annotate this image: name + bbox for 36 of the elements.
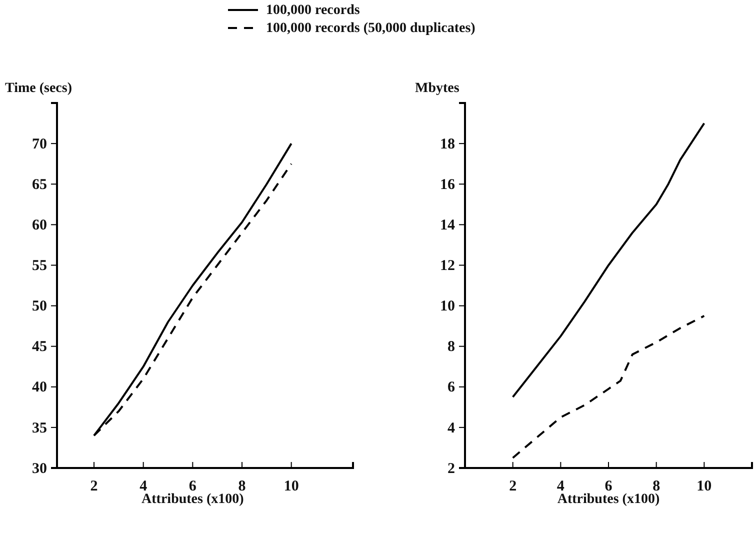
y-tick-label: 2	[448, 460, 455, 477]
y-tick-label: 35	[32, 420, 47, 436]
legend-label: 100,000 records (50,000 duplicates)	[266, 21, 476, 36]
x-axis-title: Attributes (x100)	[557, 492, 660, 507]
x-axis-title: Attributes (x100)	[142, 492, 244, 507]
x-tick-label: 8	[652, 478, 660, 495]
x-tick-label: 8	[238, 478, 246, 495]
y-tick-label: 10	[440, 298, 455, 315]
y-tick-label: 30	[32, 460, 47, 477]
y-tick-label: 60	[32, 217, 47, 234]
y-tick-label: 40	[32, 380, 47, 396]
y-tick-label: 14	[440, 217, 456, 234]
y-tick-label: 16	[440, 176, 456, 193]
x-tick-label: 6	[604, 478, 613, 495]
y-axis-title: Time (secs)	[5, 81, 72, 96]
y-axis-title: Mbytes	[415, 81, 460, 96]
x-tick-label: 2	[90, 478, 98, 495]
y-tick-label: 70	[32, 136, 47, 152]
y-tick-label: 55	[32, 258, 47, 274]
legend-label: 100,000 records	[266, 3, 360, 18]
y-tick-label: 12	[440, 258, 455, 274]
line-series	[512, 314, 706, 459]
line-series	[512, 122, 706, 398]
y-tick-label: 45	[32, 339, 47, 356]
x-tick-label: 6	[188, 478, 197, 495]
y-tick-label: 18	[440, 136, 455, 152]
y-tick-label: 50	[32, 298, 47, 315]
x-tick-label: 10	[284, 478, 299, 495]
y-tick-label: 65	[32, 176, 47, 193]
x-tick-label: 10	[696, 478, 712, 495]
y-tick-label: 8	[448, 339, 455, 356]
y-tick-label: 4	[448, 420, 456, 436]
x-tick-label: 2	[509, 478, 517, 495]
x-tick-label: 4	[556, 478, 565, 495]
y-tick-label: 6	[448, 380, 456, 396]
x-tick-label: 4	[140, 478, 148, 495]
